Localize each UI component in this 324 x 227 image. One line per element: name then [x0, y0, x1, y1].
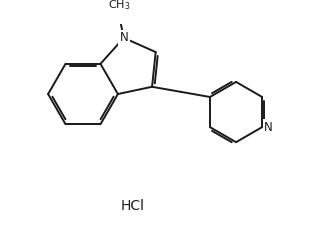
Text: N: N [120, 31, 128, 44]
Text: N: N [264, 121, 273, 134]
Text: HCl: HCl [121, 199, 145, 213]
Text: CH$_3$: CH$_3$ [108, 0, 130, 12]
